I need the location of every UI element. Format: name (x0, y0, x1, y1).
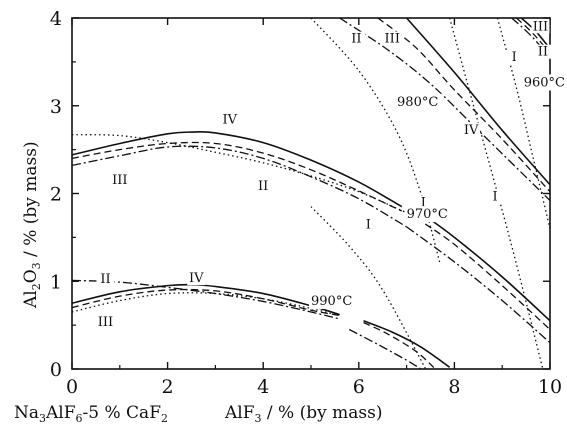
series-line-dashed (72, 141, 403, 212)
curve-label-bg (220, 112, 239, 127)
y-tick-label: 1 (50, 271, 62, 293)
series-line-solid (363, 319, 451, 368)
y-tick-label: 4 (50, 8, 62, 30)
y-tick-label: 2 (50, 184, 62, 206)
curve-label-bg (96, 315, 115, 330)
curve-label-bg (254, 178, 273, 193)
curve-label-bg (187, 271, 206, 286)
series-line-dotted (496, 18, 550, 229)
x-axis-left-label: Na3AlF6-5 % CaF2 (14, 403, 168, 425)
series-line-dashed (377, 18, 550, 193)
y-axis-label: Al2O3 / % (by mass) (21, 141, 43, 309)
temperature-label-group: 990°C 980°C 970°C 960°C (309, 74, 567, 309)
series-line-solid (72, 131, 403, 208)
series-line-dashed (415, 217, 550, 330)
temperature-label: 980°C (397, 95, 438, 110)
curve-label: III (98, 315, 113, 330)
x-axis-label: AlF3 / % (by mass) (224, 403, 382, 425)
plot-frame (71, 17, 551, 370)
curve-label-bg (505, 49, 524, 64)
series-line-dashed (516, 18, 550, 54)
temperature-label-bg (309, 292, 357, 309)
x-tick-label: 2 (162, 376, 174, 398)
curve-group (72, 18, 550, 369)
y-tick-label: 3 (50, 96, 62, 118)
curve-label: III (533, 19, 548, 34)
series-line-dashdot (72, 145, 407, 228)
series-line-solid (405, 18, 550, 186)
curve-label-bg (533, 44, 552, 59)
curve-label-bg (531, 19, 550, 34)
curve-label: II (258, 179, 268, 194)
curve-label: II (351, 32, 361, 47)
x-tick-label: 8 (448, 376, 460, 398)
x-tick-label: 0 (66, 376, 78, 398)
series-line-dotted (448, 18, 544, 369)
curve-label-bg (383, 31, 402, 46)
temperature-label: 970°C (407, 207, 448, 222)
temperature-label-bg (521, 74, 567, 91)
temperature-label: 990°C (311, 294, 352, 309)
curve-label-bg (486, 189, 505, 204)
axis-ticks: 0 2 4 6 8 10 0 1 2 3 4 (50, 8, 562, 398)
curve-label: I (492, 190, 497, 205)
curve-label: IV (464, 123, 479, 138)
curve-label: IV (189, 271, 204, 286)
curve-label-bg (96, 272, 115, 287)
curve-label: I (366, 218, 371, 233)
temperature-label-bg (404, 206, 453, 223)
curve-label: I (512, 50, 517, 65)
series-line-dashdot (406, 226, 550, 344)
series-line-dashed (363, 321, 436, 369)
series-line-dashdot (348, 328, 422, 369)
series-line-solid (72, 283, 340, 316)
series-line-dashed (72, 288, 340, 317)
temperature-label: 960°C (524, 75, 565, 90)
y-tick-label: 0 (50, 359, 62, 381)
x-tick-label: 4 (257, 376, 269, 398)
curve-label: II (100, 272, 110, 287)
curve-label: I (421, 196, 426, 211)
curve-label: II (538, 45, 548, 60)
x-tick-label: 6 (353, 376, 365, 398)
curve-label: IV (222, 112, 237, 127)
series-line-dashdot (339, 18, 550, 201)
curve-label-bg (347, 31, 366, 46)
curve-label-bg (462, 122, 481, 137)
curve-label-bg (110, 172, 129, 187)
series-line-dashdot (511, 18, 550, 58)
curve-label: III (385, 32, 400, 47)
curve-label-bg (359, 217, 378, 232)
series-line-solid (420, 212, 550, 322)
curve-label: III (112, 173, 127, 188)
temperature-label-bg (395, 93, 444, 110)
x-tick-label: 10 (538, 376, 562, 398)
series-line-dotted (72, 292, 336, 316)
